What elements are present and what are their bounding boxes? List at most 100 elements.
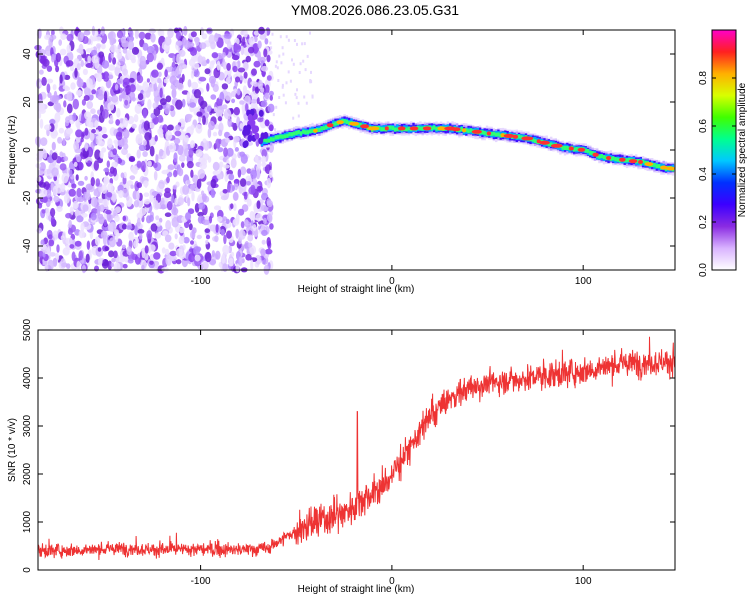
spectrogram-speck: [309, 31, 311, 35]
spectrogram-noise-blob: [256, 200, 261, 210]
spectrogram-noise-blob: [169, 75, 177, 85]
spectrogram-noise-blob: [77, 180, 85, 186]
spectrogram-noise-blob: [41, 76, 47, 86]
spectrogram-noise-blob: [231, 54, 240, 61]
spectrogram-noise-blob: [176, 31, 181, 40]
spectrogram-noise-blob: [36, 227, 42, 234]
spectrogram-track-cell: [497, 132, 500, 137]
spectrogram-noise-blob: [245, 253, 252, 261]
spectrogram-noise-blob: [173, 137, 181, 145]
spectrogram-onset-blob: [252, 112, 258, 120]
spectrogram-noise-blob: [142, 108, 148, 119]
spectrogram-noise-blob: [50, 215, 56, 226]
spectrogram-noise-blob: [47, 259, 54, 271]
spectrogram-noise-blob: [197, 168, 206, 179]
spectrogram-track-cell: [460, 127, 463, 132]
spectrogram-noise-blob: [74, 240, 82, 247]
spectrogram-noise-blob: [227, 69, 232, 79]
spectrogram-noise-blob: [131, 123, 137, 129]
spectrogram-noise-blob: [100, 43, 106, 50]
spectrogram-noise-blob: [239, 166, 247, 176]
spectrogram-speck: [304, 68, 307, 72]
spectrogram-noise-blob: [188, 148, 194, 158]
spectrogram-noise-blob: [146, 78, 150, 83]
spectrogram-noise-blob: [257, 40, 262, 49]
x-tick-label: 0: [389, 576, 395, 587]
spectrogram-noise-blob: [261, 239, 266, 245]
spectrogram-track-cell: [318, 128, 321, 132]
spectrogram-noise-blob: [230, 158, 237, 169]
spectrogram-noise-blob: [256, 97, 260, 105]
colorbar-label: Normalized spectral amplitude: [737, 82, 748, 217]
spectrogram-noise-blob: [247, 234, 254, 242]
spectrogram-noise-blob: [83, 30, 91, 36]
snr-frame: [37, 329, 676, 571]
spectrogram-noise-blob: [71, 251, 76, 262]
spectrogram-noise-blob: [214, 32, 219, 43]
spectrogram-noise-blob: [65, 60, 74, 67]
spectrogram-noise-blob: [106, 192, 113, 198]
spectrogram-noise-blob: [222, 61, 228, 70]
spectrogram-noise-blob: [128, 77, 135, 83]
spectrogram-noise-blob: [114, 215, 120, 222]
spectrogram-noise-blob: [228, 173, 235, 181]
spectrogram-noise-blob: [71, 183, 77, 189]
spectrogram-track-cell: [276, 135, 280, 140]
spectrogram-noise-blob: [150, 223, 158, 232]
spectrogram-noise-blob: [250, 98, 257, 104]
spectrogram-noise-blob: [186, 160, 194, 169]
spectrogram-noise-blob: [207, 105, 212, 113]
spectrogram-peak: [521, 136, 534, 141]
spectrogram-noise-blob: [256, 185, 263, 192]
spectrogram-noise-blob: [78, 229, 85, 239]
spectrogram-peak: [644, 162, 654, 167]
spectrogram-noise-blob: [158, 71, 162, 78]
spectrogram-noise-blob: [83, 95, 90, 101]
spectrogram-noise-blob: [234, 43, 242, 53]
spectrogram-track-cell: [322, 126, 326, 131]
spectrogram-noise-blob: [220, 228, 225, 236]
spectrogram-noise-blob: [82, 68, 88, 76]
spectrogram-noise-blob: [66, 44, 72, 53]
spectrogram-noise-blob: [122, 47, 128, 54]
spectrogram-noise-blob: [46, 83, 51, 94]
spectrogram-peak: [451, 127, 461, 132]
spectrogram-noise-blob: [50, 182, 54, 190]
spectrogram-noise-blob: [251, 68, 257, 76]
spectrogram-noise-blob: [149, 260, 154, 265]
spectrogram-noise-blob: [107, 101, 115, 111]
spectrogram-noise-blob: [144, 32, 152, 40]
spectrogram-noise-blob: [184, 134, 190, 143]
spectrogram-noise-blob: [175, 124, 181, 131]
spectrogram-noise-blob: [177, 144, 184, 156]
spectrogram-noise-blob: [109, 115, 114, 123]
spectrogram-noise-blob: [103, 167, 110, 173]
spectrogram-noise-blob: [184, 148, 189, 157]
spectrogram-noise-blob: [109, 44, 117, 53]
spectrogram-noise-blob: [258, 26, 265, 35]
spectrogram-noise-blob: [157, 265, 165, 274]
spectrogram-noise-blob: [166, 201, 173, 211]
spectrogram-noise-blob: [103, 91, 108, 102]
spectrogram-noise-blob: [193, 63, 200, 70]
spectrogram-noise-blob: [239, 123, 244, 130]
spectrogram-noise-blob: [90, 212, 97, 221]
spectrogram-noise-blob: [175, 99, 183, 110]
spectrogram-noise-blob: [261, 162, 267, 167]
spectrogram-track-cell: [283, 134, 287, 139]
spectrogram-noise-blob: [59, 151, 64, 157]
spectrogram-noise-blob: [64, 74, 71, 80]
spectrogram-noise-blob: [116, 61, 121, 68]
x-tick-label: 100: [575, 276, 592, 287]
spectrogram-noise-blob: [198, 76, 207, 82]
spectrogram-noise-blob: [134, 225, 138, 236]
spectrogram-noise-blob: [212, 131, 218, 137]
spectrogram-noise-blob: [75, 174, 79, 181]
colorbar-tick-label: 0.4: [698, 167, 709, 181]
spectrogram-noise-blob: [205, 234, 211, 240]
spectrogram-noise-blob: [216, 60, 221, 71]
spectrogram-noise-blob: [193, 69, 200, 78]
y-tick-label: 0: [22, 567, 33, 573]
spectrogram-noise-blob: [247, 46, 255, 54]
spectrogram-noise-blob: [222, 189, 228, 194]
